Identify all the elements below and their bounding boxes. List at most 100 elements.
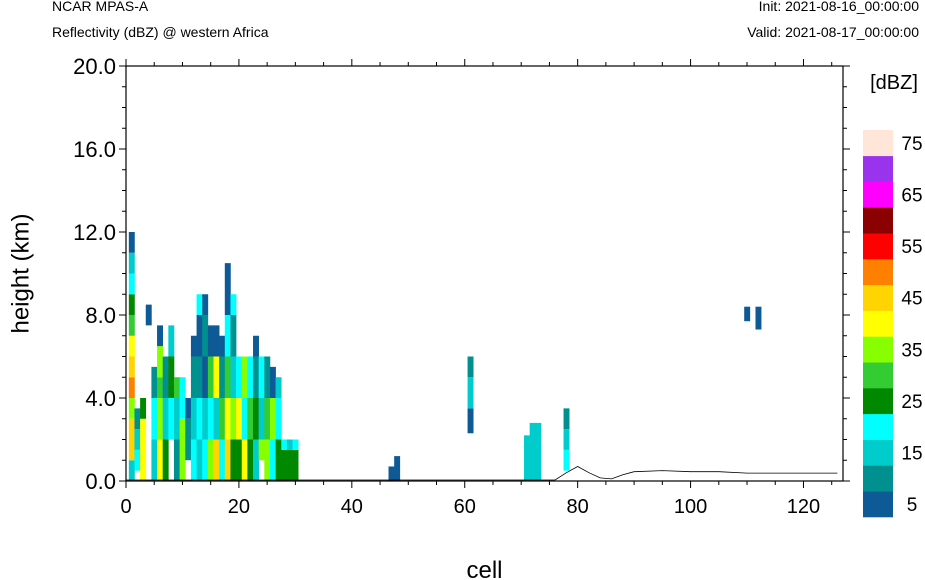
reflectivity-cell xyxy=(128,273,135,295)
reflectivity-cell xyxy=(241,356,248,398)
reflectivity-cell xyxy=(128,294,135,315)
reflectivity-cell xyxy=(264,398,271,440)
reflectivity-cell xyxy=(196,398,203,440)
reflectivity-cell xyxy=(128,356,135,378)
reflectivity-cell xyxy=(219,335,226,357)
colorbar-tick-label: 45 xyxy=(901,289,922,310)
reflectivity-cell xyxy=(162,356,169,398)
colorbar-swatch xyxy=(863,439,893,466)
colorbar-tick-label: 35 xyxy=(901,340,922,361)
x-tick-label: 120 xyxy=(787,496,820,518)
reflectivity-cell xyxy=(286,449,293,481)
reflectivity-cell xyxy=(247,356,254,398)
reflectivity-cell xyxy=(755,306,762,330)
reflectivity-cell xyxy=(529,422,536,481)
reflectivity-cell xyxy=(524,435,530,481)
x-tick-label: 0 xyxy=(120,496,131,518)
y-axis-label: height (km) xyxy=(7,213,34,333)
reflectivity-cell xyxy=(269,439,276,481)
reflectivity-cell xyxy=(128,377,135,398)
y-tick-label: 16.0 xyxy=(73,137,116,162)
reflectivity-cell xyxy=(168,325,175,357)
reflectivity-cell xyxy=(128,252,135,274)
reflectivity-cell xyxy=(281,449,288,481)
reflectivity-cell xyxy=(151,439,158,481)
reflectivity-cell xyxy=(241,439,248,481)
reflectivity-cell xyxy=(236,439,243,481)
reflectivity-cell xyxy=(213,325,220,357)
reflectivity-cell xyxy=(202,294,209,315)
reflectivity-cell xyxy=(264,356,271,398)
reflectivity-cell xyxy=(207,356,214,398)
reflectivity-cell xyxy=(467,377,474,409)
reflectivity-cell xyxy=(185,418,192,461)
reflectivity-cell xyxy=(230,439,237,481)
reflectivity-cell xyxy=(207,398,214,440)
reflectivity-cell xyxy=(394,456,401,481)
reflectivity-cell xyxy=(185,398,192,419)
reflectivity-cell xyxy=(202,398,209,440)
reflectivity-cell xyxy=(202,356,209,398)
reflectivity-cell xyxy=(258,398,265,440)
reflectivity-cell xyxy=(219,398,226,440)
reflectivity-cell xyxy=(467,356,474,378)
colorbar-swatch xyxy=(863,207,893,234)
reflectivity-cell xyxy=(145,304,152,326)
x-axis-label: cell xyxy=(466,557,502,580)
terrain-line xyxy=(126,466,838,481)
colorbar-swatch xyxy=(863,155,893,182)
reflectivity-cell xyxy=(269,398,276,440)
reflectivity-cell xyxy=(128,398,135,419)
colorbar-swatch xyxy=(863,491,893,518)
title-left: NCAR MPAS-A xyxy=(52,0,149,14)
reflectivity-cell xyxy=(128,335,135,357)
reflectivity-cell xyxy=(253,356,259,398)
reflectivity-cell xyxy=(563,408,570,430)
reflectivity-cell xyxy=(190,335,197,357)
reflectivity-cell xyxy=(281,439,288,450)
reflectivity-cell xyxy=(173,398,180,440)
y-tick-label: 4.0 xyxy=(85,386,116,411)
reflectivity-cell xyxy=(190,439,197,481)
reflectivity-cell xyxy=(128,460,135,481)
reflectivity-cell xyxy=(241,398,248,440)
reflectivity-cell xyxy=(157,346,163,378)
reflectivity-cell xyxy=(196,439,203,481)
reflectivity-cell xyxy=(213,439,220,481)
colorbar-swatch xyxy=(863,310,893,337)
reflectivity-cell xyxy=(134,408,141,430)
reflectivity-cell xyxy=(224,263,231,315)
reflectivity-cell xyxy=(179,418,186,481)
reflectivity-cell xyxy=(264,439,271,481)
reflectivity-cell xyxy=(258,439,265,461)
reflectivity-cell xyxy=(744,306,751,322)
reflectivity-cell xyxy=(157,325,163,347)
reflectivity-cell xyxy=(247,439,254,481)
reflectivity-cell xyxy=(253,439,259,481)
reflectivity-cell xyxy=(157,377,163,398)
reflectivity-cell xyxy=(196,294,203,315)
reflectivity-cell xyxy=(258,356,265,398)
reflectivity-cell xyxy=(236,398,243,440)
reflectivity-cell xyxy=(219,356,226,398)
reflectivity-cell xyxy=(157,439,163,481)
reflectivity-cell xyxy=(219,439,226,481)
reflectivity-cell xyxy=(190,356,197,398)
reflectivity-cell xyxy=(179,377,186,419)
reflectivity-cell xyxy=(535,422,542,481)
reflectivity-cell xyxy=(128,418,135,440)
colorbar-swatch xyxy=(863,233,893,260)
colorbar-tick-label: 15 xyxy=(901,444,922,465)
x-tick-label: 60 xyxy=(454,496,476,518)
valid-time: Valid: 2021-08-17_00:00:00 xyxy=(747,24,919,40)
reflectivity-cell xyxy=(236,356,243,398)
reflectivity-cell xyxy=(196,356,203,398)
y-axis: 0.0 4.0 8.0 12.0 16.0 20.0 xyxy=(73,54,850,494)
reflectivity-cell xyxy=(128,439,135,461)
subtitle-left: Reflectivity (dBZ) @ western Africa xyxy=(52,24,269,40)
colorbar-tick-label: 65 xyxy=(901,186,922,207)
reflectivity-cell xyxy=(134,449,141,471)
reflectivity-cell xyxy=(202,439,209,481)
colorbar-swatch xyxy=(863,413,893,440)
